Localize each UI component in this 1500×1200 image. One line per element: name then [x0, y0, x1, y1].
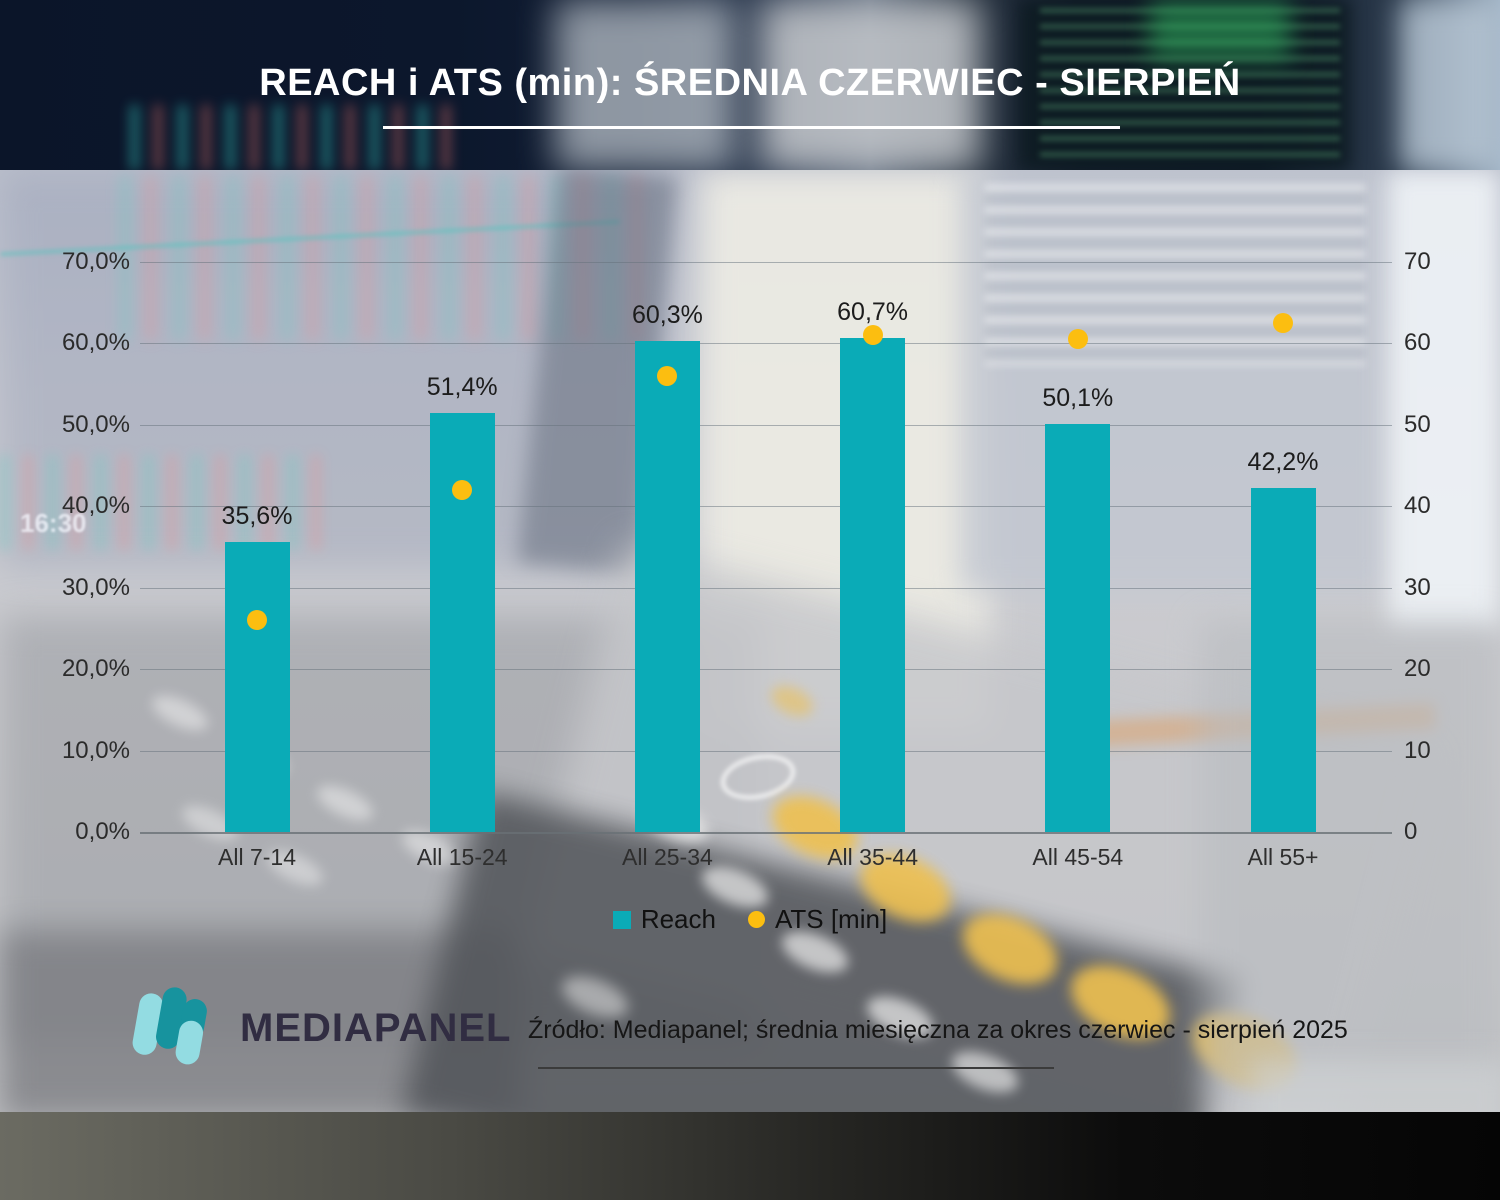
x-axis-category-label: All 7-14: [218, 844, 296, 870]
legend-swatch-reach-square: [612, 910, 631, 929]
bar-value-label: 50,1%: [1042, 384, 1114, 413]
x-axis-category-label: All 55+: [1247, 844, 1319, 870]
header-band: REACH i ATS (min): ŚREDNIA CZERWIEC - SI…: [0, 0, 1500, 170]
y-axis-tick-left: 20,0%: [61, 655, 130, 683]
x-axis-category-label: All 15-24: [416, 844, 508, 870]
x-axis-line: [140, 832, 1392, 834]
reach-bar: [840, 337, 906, 832]
gridline: [140, 424, 1392, 426]
bar-value-label: 42,2%: [1247, 448, 1319, 477]
y-axis-tick-right: 30: [1404, 573, 1431, 601]
title-underline: [383, 126, 1120, 129]
x-axis-category-label: All 45-54: [1032, 844, 1124, 870]
reach-bar: [224, 542, 290, 832]
y-axis-tick-right: 0: [1404, 818, 1418, 845]
y-axis-tick-left: 50,0%: [61, 410, 130, 438]
y-axis-tick-right: 10: [1404, 736, 1431, 764]
reach-bar: [1250, 488, 1316, 832]
legend-swatch-ats-circle: [747, 911, 765, 928]
y-axis-tick-left: 60,0%: [61, 329, 130, 357]
x-axis-category-label: All 25-34: [622, 844, 713, 870]
bar-value-label: 60,3%: [631, 300, 703, 329]
legend-item-ats: ATS [min]: [747, 904, 888, 935]
y-axis-tick-left: 0,0%: [75, 818, 130, 845]
gridline: [140, 587, 1392, 589]
gridline: [140, 262, 1392, 263]
y-axis-tick-right: 70: [1404, 248, 1431, 275]
ats-dot: [862, 325, 883, 346]
y-axis-tick-right: 40: [1404, 492, 1431, 520]
chart-title: REACH i ATS (min): ŚREDNIA CZERWIEC - SI…: [259, 62, 1241, 104]
mediapanel-logo: [132, 987, 207, 1065]
bar-value-label: 60,7%: [837, 297, 909, 326]
legend-label-reach: Reach: [640, 904, 716, 934]
legend-item-reach: Reach: [612, 904, 716, 935]
gridline: [140, 343, 1392, 345]
reach-bar: [1045, 424, 1111, 832]
source-text: Źródło: Mediapanel; średnia miesięczna z…: [528, 1016, 1348, 1044]
source-underline: [538, 1067, 1054, 1069]
header-green-chart-glow: [1150, 0, 1290, 60]
legend-label-ats: ATS [min]: [774, 904, 888, 934]
photo-bottom-strip: [0, 1112, 1500, 1200]
y-axis-tick-right: 50: [1404, 410, 1431, 438]
y-axis-tick-right: 20: [1404, 655, 1431, 683]
y-axis-tick-left: 70,0%: [61, 248, 130, 275]
y-axis-tick-left: 40,0%: [61, 492, 130, 520]
bar-value-label: 51,4%: [426, 373, 498, 402]
chart-legend: Reach ATS [min]: [0, 904, 1500, 935]
ats-dot: [452, 480, 473, 500]
photo-timestamp: 16:30: [20, 508, 87, 538]
gridline: [140, 669, 1392, 671]
y-axis-tick-left: 30,0%: [61, 573, 130, 601]
header-candlestick-smudge: [130, 105, 460, 170]
brand-name: MEDIAPANEL: [240, 1006, 512, 1050]
reach-bar: [429, 413, 495, 832]
ats-dot: [1273, 313, 1293, 334]
y-axis-tick-left: 10,0%: [61, 736, 130, 764]
x-axis-category-label: All 35-44: [827, 844, 918, 870]
ats-dot: [1067, 329, 1088, 350]
reach-bar: [634, 340, 700, 832]
gridline: [140, 750, 1392, 752]
bar-value-label: 35,6%: [221, 502, 293, 531]
y-axis-tick-right: 60: [1404, 329, 1431, 357]
